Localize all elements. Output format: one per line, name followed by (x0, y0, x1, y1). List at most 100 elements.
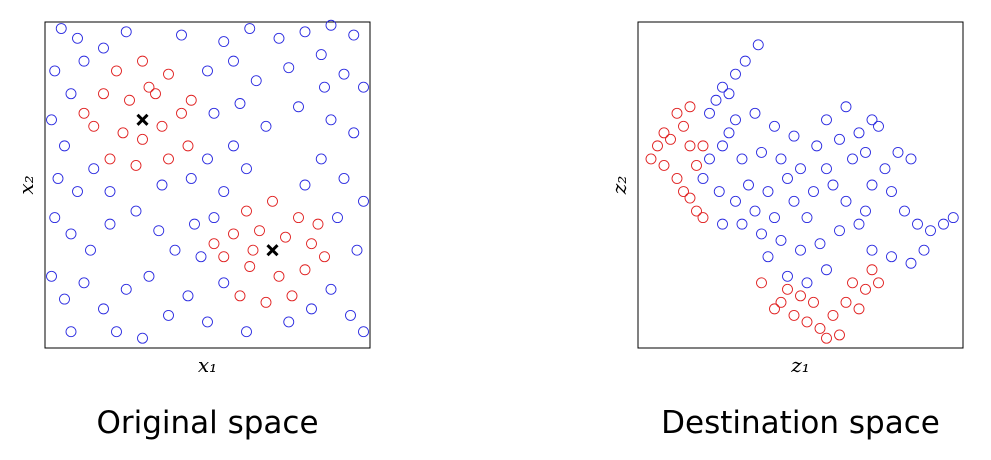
x-axis-label: x₁ (198, 353, 217, 377)
point (749, 107, 761, 119)
point (840, 195, 852, 207)
point (325, 19, 337, 31)
point (678, 186, 689, 197)
point (185, 94, 197, 106)
point (124, 94, 135, 106)
point (283, 316, 295, 328)
point (717, 81, 728, 93)
point (182, 290, 194, 302)
point (338, 68, 350, 80)
point (98, 88, 109, 100)
point (821, 264, 832, 276)
point (918, 244, 930, 256)
point (684, 192, 696, 204)
point (788, 195, 800, 207)
point (775, 296, 787, 308)
point (697, 173, 709, 184)
point (78, 55, 90, 67)
point (938, 218, 949, 230)
point (892, 146, 904, 158)
point (345, 309, 356, 321)
point (156, 120, 168, 132)
point (208, 212, 220, 224)
point (228, 55, 239, 67)
point (241, 205, 252, 217)
point (85, 244, 96, 256)
point (697, 212, 709, 224)
point (130, 205, 142, 217)
y-axis-label: z₂ (607, 176, 631, 196)
point (358, 326, 369, 338)
point (78, 277, 90, 289)
point (730, 195, 741, 207)
point (315, 153, 327, 165)
point (860, 205, 871, 217)
point (78, 107, 90, 119)
point (117, 127, 129, 139)
point (202, 65, 213, 77)
point (769, 303, 780, 315)
point (195, 251, 207, 263)
plot-frame (637, 21, 964, 349)
point (228, 228, 239, 240)
point (665, 133, 676, 145)
point (834, 225, 845, 237)
point (202, 316, 213, 328)
point (723, 88, 735, 100)
cross-marker (136, 113, 149, 126)
point (182, 140, 194, 152)
point (244, 23, 256, 34)
point (866, 244, 878, 256)
point (315, 49, 327, 61)
point (104, 218, 116, 230)
point (795, 290, 806, 302)
point (358, 195, 369, 207)
point (72, 186, 83, 197)
point (769, 120, 780, 132)
point (853, 218, 865, 230)
point (98, 303, 109, 315)
point (658, 159, 670, 171)
caption: Destination space (661, 405, 940, 441)
point (218, 186, 230, 197)
point (821, 114, 832, 126)
point (749, 205, 761, 217)
plot-frame (44, 21, 371, 349)
point (153, 225, 165, 237)
point (169, 244, 181, 256)
point (736, 218, 748, 230)
point (319, 81, 330, 93)
point (853, 127, 865, 139)
point (46, 114, 57, 126)
point (671, 107, 683, 119)
point (782, 173, 793, 184)
point (120, 26, 132, 38)
point (827, 179, 839, 191)
point (899, 205, 910, 217)
point (137, 55, 148, 67)
point (860, 146, 871, 158)
point (821, 332, 832, 344)
point (218, 36, 230, 48)
point (176, 107, 187, 119)
point (189, 218, 200, 230)
point (730, 114, 741, 126)
point (218, 277, 230, 289)
point (72, 32, 83, 44)
point (886, 186, 897, 197)
cross-marker (266, 244, 279, 257)
point (866, 179, 878, 191)
point (811, 140, 823, 152)
point (241, 326, 252, 338)
point (717, 140, 728, 152)
point (762, 251, 774, 263)
point (250, 75, 262, 87)
point (306, 238, 317, 250)
point (59, 140, 70, 152)
point (351, 244, 363, 256)
point (866, 264, 878, 276)
point (713, 186, 725, 197)
point (671, 173, 683, 184)
point (704, 107, 715, 119)
